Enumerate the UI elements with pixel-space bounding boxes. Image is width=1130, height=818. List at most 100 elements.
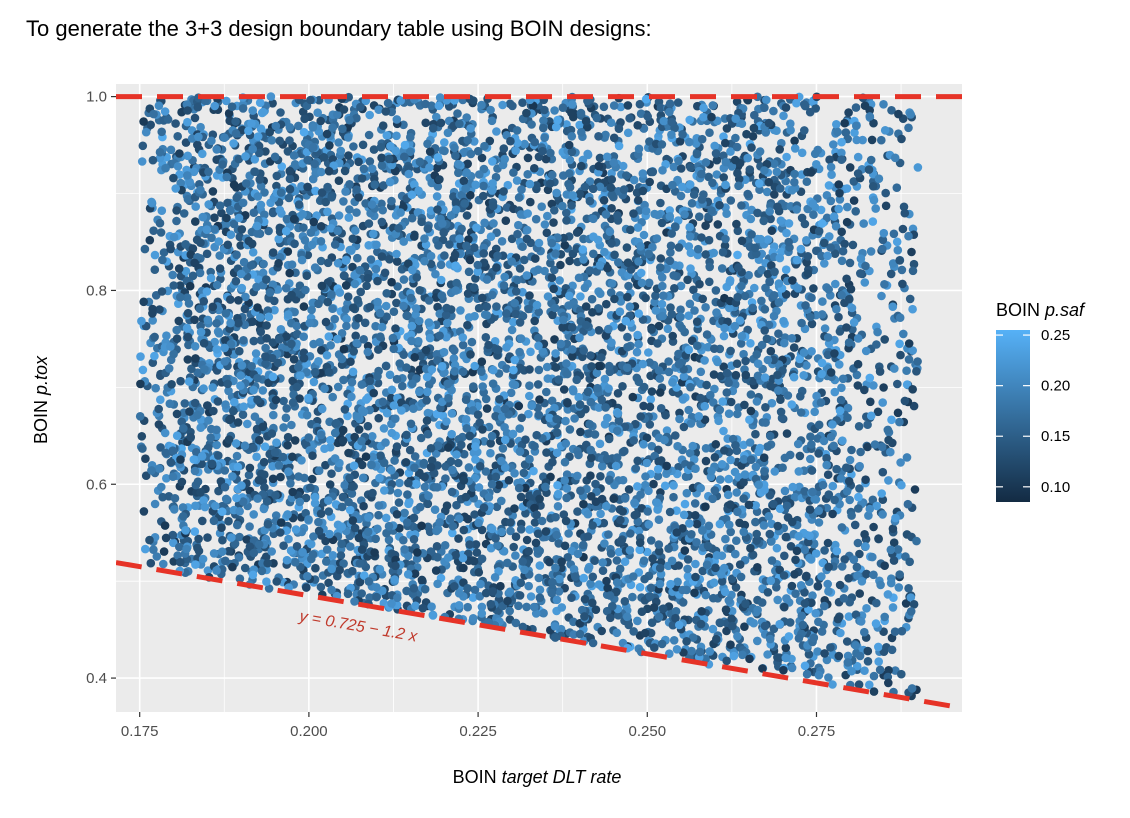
data-point (712, 308, 721, 317)
data-point (141, 454, 150, 464)
data-point (863, 442, 872, 452)
data-point (298, 547, 307, 557)
data-point (860, 530, 869, 539)
data-point (463, 320, 472, 330)
data-point (462, 113, 472, 122)
data-point (652, 498, 662, 508)
data-point (713, 220, 723, 229)
data-point (810, 149, 820, 159)
data-point (772, 543, 782, 553)
data-point (705, 277, 714, 287)
data-point (231, 439, 241, 448)
data-point (913, 163, 923, 172)
data-point (674, 243, 684, 252)
data-point (411, 479, 421, 489)
data-point (609, 101, 619, 110)
data-point (345, 180, 354, 189)
data-point (598, 566, 608, 575)
data-point (753, 359, 763, 369)
data-point (453, 109, 462, 118)
data-point (419, 458, 429, 468)
data-point (478, 382, 488, 391)
data-point (881, 188, 890, 198)
data-point (909, 401, 919, 411)
data-point (522, 602, 531, 612)
data-point (471, 274, 480, 283)
data-point (904, 584, 913, 593)
data-point (348, 367, 358, 377)
data-point (823, 470, 833, 480)
data-point (820, 259, 829, 268)
data-point (863, 646, 873, 656)
data-point (341, 305, 351, 314)
data-point (148, 316, 157, 325)
data-point (212, 319, 221, 328)
data-point (378, 121, 388, 130)
data-point (752, 397, 762, 406)
data-point (622, 243, 632, 252)
data-point (898, 224, 908, 234)
data-point (661, 410, 670, 420)
data-point (678, 598, 688, 607)
data-point (250, 412, 260, 422)
data-point (399, 275, 409, 284)
data-point (781, 643, 791, 653)
data-point (235, 346, 244, 356)
data-point (634, 257, 643, 266)
data-point (542, 387, 551, 397)
data-point (806, 432, 815, 442)
data-point (583, 532, 593, 541)
data-point (217, 547, 227, 556)
data-point (733, 250, 742, 260)
data-point (895, 417, 904, 427)
data-point (534, 573, 544, 583)
data-point (708, 101, 718, 110)
data-point (463, 602, 473, 612)
data-point (727, 614, 736, 624)
data-point (664, 544, 673, 553)
data-point (595, 153, 605, 163)
data-point (712, 170, 722, 179)
data-point (150, 351, 159, 361)
data-point (646, 536, 656, 545)
data-point (354, 157, 363, 167)
data-point (560, 240, 570, 250)
data-point (249, 208, 259, 217)
data-point (873, 407, 883, 417)
data-point (492, 263, 501, 272)
data-point (322, 557, 331, 566)
data-point (443, 128, 453, 138)
data-point (509, 542, 518, 552)
data-point (691, 559, 700, 569)
data-point (383, 98, 393, 108)
data-point (629, 175, 639, 185)
data-point (447, 487, 457, 497)
data-point (253, 373, 262, 383)
data-point (511, 551, 520, 560)
data-point (866, 397, 875, 407)
data-point (157, 206, 167, 215)
data-point (602, 501, 611, 511)
data-point (556, 260, 565, 270)
data-point (823, 579, 832, 589)
data-point (835, 360, 844, 369)
data-point (650, 643, 659, 652)
data-point (330, 240, 340, 249)
data-point (546, 148, 555, 158)
data-point (868, 217, 878, 226)
data-point (761, 418, 770, 427)
data-point (614, 141, 624, 151)
data-point (676, 281, 686, 291)
data-point (869, 381, 878, 390)
data-point (633, 121, 642, 130)
data-point (623, 332, 632, 342)
data-point (837, 523, 847, 532)
data-point (907, 247, 916, 257)
data-point (235, 507, 244, 516)
data-point (814, 226, 824, 236)
data-point (685, 519, 694, 528)
data-point (229, 180, 239, 190)
data-point (267, 136, 277, 145)
data-point (138, 444, 147, 453)
data-point (437, 291, 447, 300)
